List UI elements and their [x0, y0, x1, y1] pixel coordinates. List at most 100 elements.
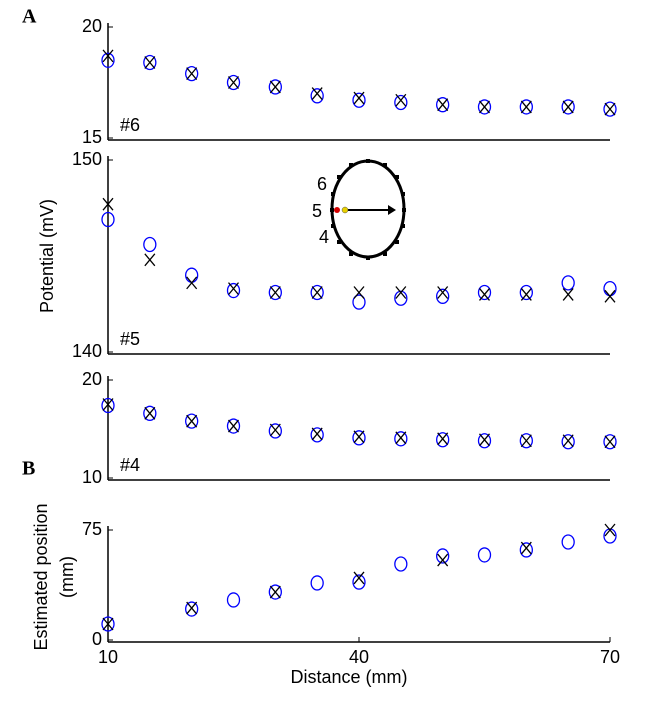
cross-marker: [311, 427, 323, 441]
ellipse-marker: [436, 432, 450, 448]
cross-stroke: [604, 523, 616, 537]
ellipse-marker: [477, 99, 492, 115]
cross-marker: [604, 435, 616, 449]
inset-label: 4: [319, 227, 329, 247]
cross-marker: [520, 541, 532, 555]
cross-marker: [102, 617, 114, 631]
inset-diagram: 6 5 4: [312, 159, 406, 260]
ellipse-marker: [477, 284, 492, 301]
ellipse-marker: [101, 616, 115, 632]
cross-marker: [102, 398, 114, 411]
cross-stroke: [102, 197, 114, 211]
ellipse-marker: [477, 433, 492, 449]
cross-marker: [353, 286, 365, 299]
cross-marker: [311, 87, 323, 101]
cross-stroke: [520, 287, 532, 301]
cross-stroke: [269, 423, 281, 437]
cross-marker: [437, 553, 449, 567]
inset-label: 6: [317, 174, 327, 194]
ellipse-marker: [477, 547, 492, 563]
cross-stroke: [311, 427, 323, 441]
ellipse-marker: [519, 99, 533, 115]
panel-annotation: #4: [120, 455, 140, 475]
cross-marker: [228, 76, 239, 89]
cross-stroke: [520, 434, 532, 448]
cross-stroke: [479, 433, 490, 447]
cross-marker: [437, 286, 449, 299]
ellipse-marker: [310, 88, 324, 104]
cross-marker: [395, 286, 407, 299]
ellipse-marker: [226, 282, 241, 299]
cross-marker: [437, 98, 449, 112]
cross-stroke: [562, 287, 574, 301]
ellipse-marker: [310, 427, 324, 443]
ellipse-marker: [436, 548, 450, 564]
y-axis-label: Potential (mV): [37, 199, 57, 313]
cross-marker: [437, 432, 449, 446]
panel-label: B: [22, 458, 35, 480]
y-tick-label: 20: [82, 16, 102, 36]
cross-marker: [311, 286, 323, 299]
cross-stroke: [228, 76, 239, 89]
x-tick-label: 40: [349, 647, 369, 667]
cross-stroke: [311, 87, 323, 101]
cross-stroke: [269, 80, 281, 94]
ellipse-marker: [352, 294, 366, 310]
ellipse-marker: [561, 99, 575, 115]
ellipse-marker: [185, 65, 199, 82]
cross-stroke: [102, 617, 114, 631]
ellipse-marker: [603, 434, 617, 450]
cross-marker: [228, 419, 239, 433]
cross-marker: [395, 431, 407, 445]
ellipse-marker: [101, 211, 115, 228]
cross-marker: [269, 423, 281, 437]
cross-marker: [479, 433, 490, 447]
cross-stroke: [353, 430, 365, 444]
ellipse-marker: [519, 433, 533, 449]
cross-marker: [186, 276, 198, 290]
cross-stroke: [102, 398, 114, 411]
x-tick-label: 10: [98, 647, 118, 667]
cross-marker: [353, 91, 365, 105]
cross-stroke: [144, 56, 156, 69]
cross-marker: [395, 93, 407, 107]
cross-marker: [102, 197, 114, 211]
cross-stroke: [520, 541, 532, 555]
cross-stroke: [186, 67, 198, 81]
ellipse-marker: [519, 284, 533, 301]
ellipse-marker: [143, 405, 157, 421]
ellipse-marker: [185, 413, 199, 429]
ellipse-marker: [352, 430, 366, 446]
inset-electrodes: [330, 159, 406, 260]
y-tick-label: 10: [82, 467, 102, 487]
ellipse-marker: [268, 79, 282, 95]
ellipse-marker: [310, 575, 324, 591]
cross-stroke: [604, 435, 616, 449]
y-tick-label: 140: [72, 341, 102, 361]
cross-stroke: [437, 286, 449, 299]
cross-stroke: [269, 286, 281, 299]
cross-marker: [186, 601, 198, 615]
ellipse-marker: [143, 54, 157, 71]
y-tick-label: 150: [72, 149, 102, 169]
cross-marker: [562, 100, 574, 114]
cross-stroke: [395, 93, 407, 107]
inset-dot: [341, 206, 349, 214]
ellipse-marker: [394, 431, 408, 447]
cross-marker: [144, 406, 156, 420]
cross-stroke: [186, 601, 198, 615]
ellipse-marker: [310, 284, 324, 301]
cross-stroke: [353, 571, 365, 585]
cross-stroke: [353, 286, 365, 299]
ellipse-marker: [352, 92, 366, 108]
cross-marker: [604, 102, 616, 116]
cross-marker: [562, 434, 574, 448]
ellipse-marker: [226, 592, 241, 608]
cross-marker: [604, 523, 616, 537]
ellipse-marker: [226, 74, 241, 91]
cross-stroke: [353, 91, 365, 105]
ellipse-marker: [561, 434, 575, 450]
cross-stroke: [437, 98, 449, 112]
cross-stroke: [520, 100, 532, 114]
